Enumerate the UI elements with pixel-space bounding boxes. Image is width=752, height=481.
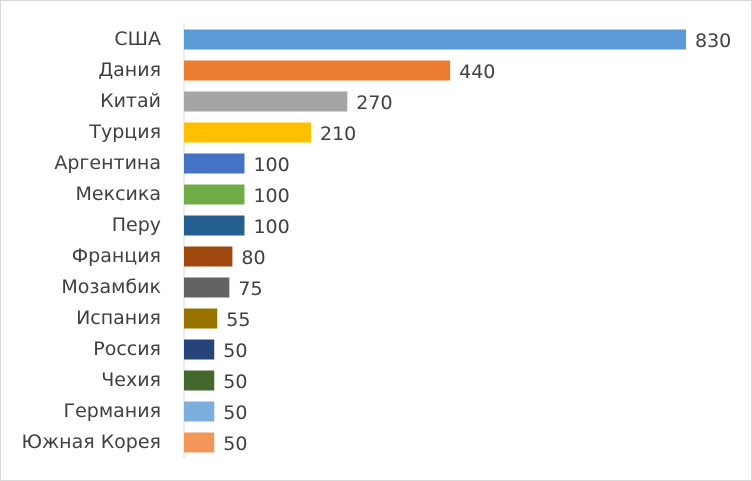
category-label: Аргентина	[54, 152, 161, 174]
bar	[184, 184, 245, 205]
data-label: 100	[253, 185, 289, 207]
category-label: Испания	[76, 307, 161, 329]
category-label: США	[114, 28, 161, 50]
data-label: 80	[241, 247, 265, 269]
bar	[184, 91, 348, 112]
data-label: 50	[223, 371, 247, 393]
bar	[184, 277, 230, 298]
bar	[184, 153, 245, 174]
data-label: 100	[253, 216, 289, 238]
category-label: Мексика	[76, 183, 161, 205]
data-label: 55	[226, 309, 250, 331]
bar	[184, 370, 215, 391]
bar	[184, 401, 215, 422]
category-label: Чехия	[101, 369, 161, 391]
data-label: 270	[356, 92, 392, 114]
bar	[184, 432, 215, 453]
data-label: 830	[695, 30, 731, 52]
data-label: 50	[223, 340, 247, 362]
bar	[184, 29, 686, 50]
category-label: Россия	[93, 338, 161, 360]
bar	[184, 215, 245, 236]
category-label: Китай	[100, 90, 161, 112]
bar	[184, 60, 451, 81]
bar	[184, 122, 312, 143]
bar	[184, 308, 218, 329]
category-label: Южная Корея	[22, 431, 161, 453]
bar	[184, 246, 233, 267]
category-label: Дания	[98, 59, 161, 81]
bar	[184, 339, 215, 360]
data-label: 75	[238, 278, 262, 300]
data-label: 210	[320, 123, 356, 145]
data-label: 50	[223, 402, 247, 424]
category-label: Германия	[63, 400, 161, 422]
data-label: 100	[253, 154, 289, 176]
category-label: Мозамбик	[61, 276, 161, 298]
category-label: Франция	[72, 245, 161, 267]
category-label: Турция	[88, 121, 161, 143]
data-label: 440	[459, 61, 495, 83]
data-label: 50	[223, 433, 247, 455]
category-label: Перу	[112, 214, 161, 236]
